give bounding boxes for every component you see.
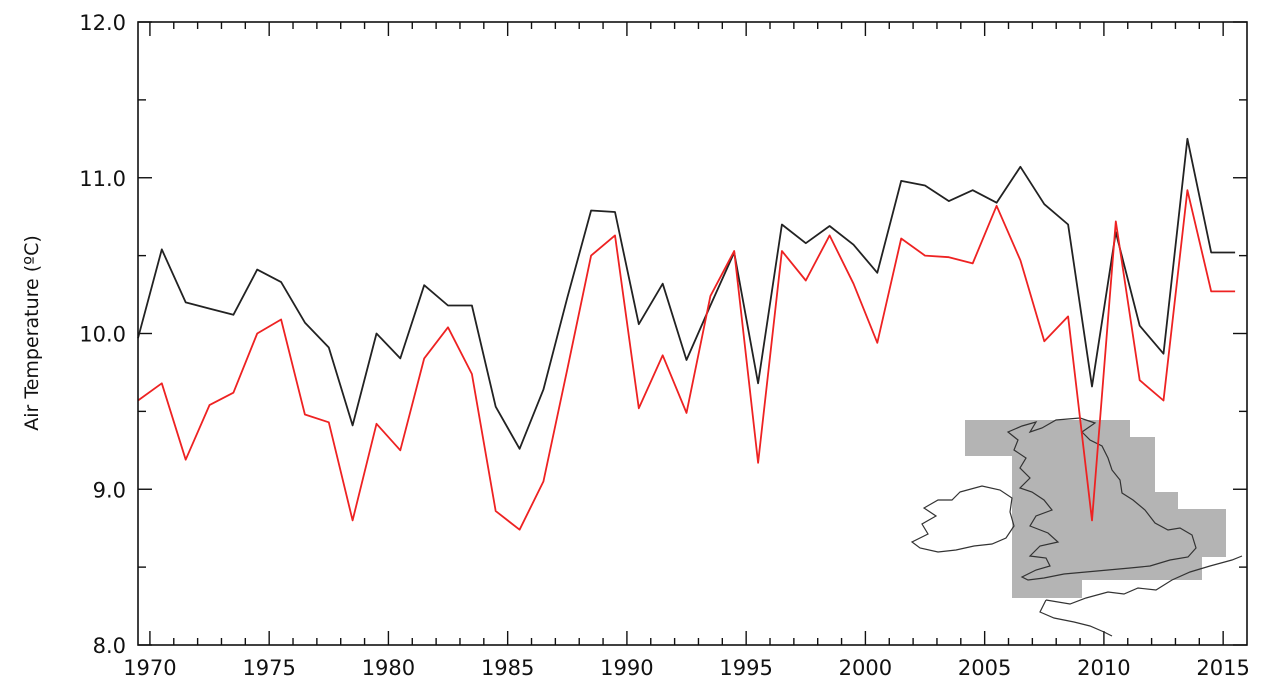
y-tick-label: 9.0 bbox=[93, 478, 126, 502]
y-tick-label: 8.0 bbox=[93, 634, 126, 658]
y-axis-title: Air Temperature (ºC) bbox=[21, 235, 43, 431]
series-line-1 bbox=[137, 137, 1236, 450]
x-tick-label: 2015 bbox=[1196, 656, 1249, 680]
y-axis-title-text: Air Temperature (ºC) bbox=[21, 235, 43, 431]
x-tick-label: 1975 bbox=[242, 656, 295, 680]
x-tick-label: 1980 bbox=[362, 656, 415, 680]
y-tick-label: 11.0 bbox=[79, 167, 126, 191]
plot-frame bbox=[137, 21, 1248, 646]
inset-region-map bbox=[910, 417, 1243, 637]
series-line-2 bbox=[137, 189, 1236, 531]
x-tick-label: 2000 bbox=[839, 656, 892, 680]
y-tick-label: 12.0 bbox=[79, 11, 126, 35]
x-tick-label: 1970 bbox=[123, 656, 176, 680]
inset-ireland-outline bbox=[910, 485, 1015, 553]
x-tick-label: 2010 bbox=[1077, 656, 1130, 680]
inset-france-coast bbox=[1039, 555, 1243, 637]
axis-tick-labels: 1970 1975 1980 1985 1990 1995 2000 2005 2010 2015… bbox=[79, 11, 1250, 680]
x-tick-label: 1990 bbox=[600, 656, 653, 680]
y-tick-label: 10.0 bbox=[79, 323, 126, 347]
x-tick-label: 2005 bbox=[958, 656, 1011, 680]
axis-ticks bbox=[138, 21, 1247, 646]
inset-great-britain-outline bbox=[1006, 417, 1197, 581]
x-tick-label: 1985 bbox=[481, 656, 534, 680]
inset-grid-region bbox=[965, 420, 1226, 598]
data-series bbox=[137, 137, 1236, 531]
x-tick-label: 1995 bbox=[719, 656, 772, 680]
